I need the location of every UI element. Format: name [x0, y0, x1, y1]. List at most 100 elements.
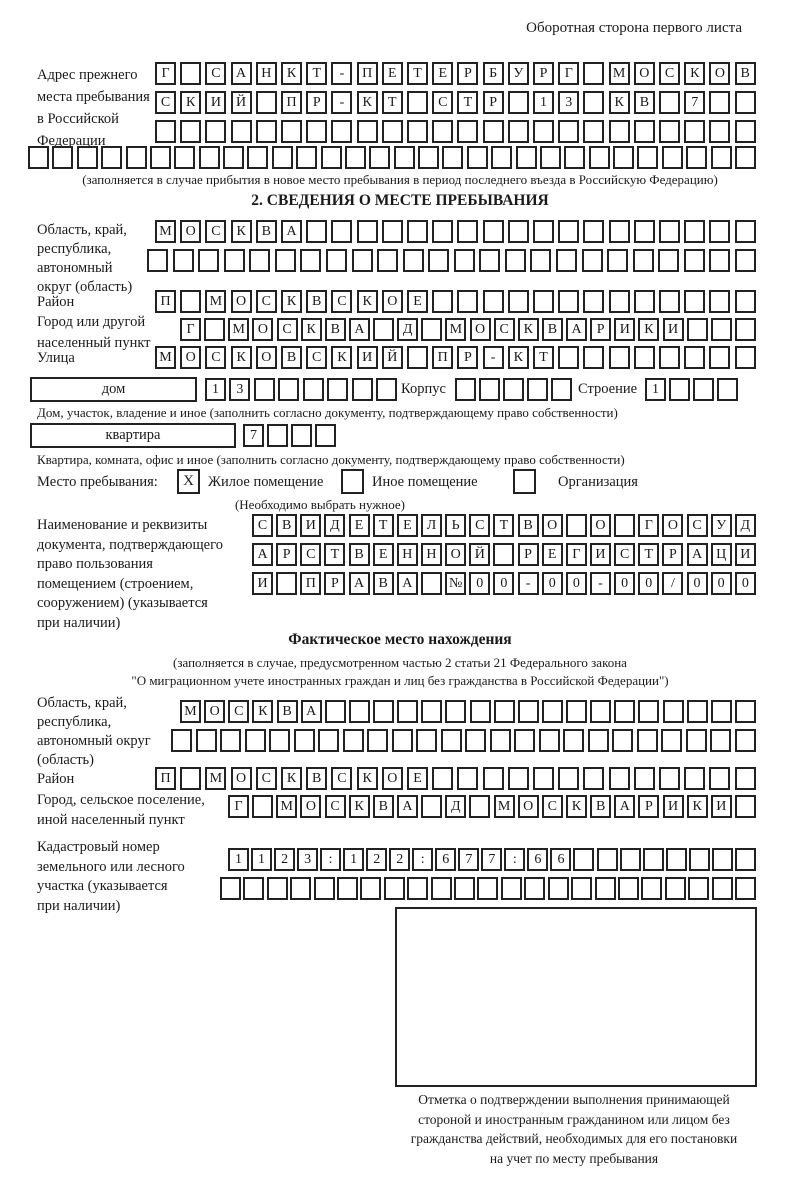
option-organizatsiya-label: Организация: [558, 474, 638, 490]
char-cell: [420, 572, 442, 595]
char-cell[interactable]: [669, 378, 690, 401]
document-row-3: И П Р А В А № 0 0-0 0-0 0/0 0 0: [252, 572, 756, 595]
prev-address-row-3: [155, 120, 756, 143]
char-cell: Г: [155, 62, 176, 85]
char-cell: [489, 729, 511, 752]
char-cell[interactable]: [267, 424, 288, 447]
char-cell: 0: [565, 572, 587, 595]
char-cell: [608, 220, 630, 243]
char-cell: А: [396, 572, 418, 595]
section2-title: 2. СВЕДЕНИЯ О МЕСТЕ ПРЕБЫВАНИЯ: [251, 192, 549, 209]
char-cell[interactable]: [327, 378, 349, 401]
char-cell: П: [432, 346, 454, 369]
char-cell: Д: [397, 318, 419, 341]
char-cell: [255, 91, 277, 114]
char-cell: [348, 700, 370, 723]
char-cell: [633, 767, 655, 790]
oblast-row-2: [147, 249, 756, 272]
char-cell: [457, 290, 479, 313]
char-cell: М: [205, 290, 227, 313]
char-cell: [337, 877, 359, 900]
char-cell: [271, 146, 293, 169]
char-cell: [252, 795, 274, 818]
char-cell: К: [356, 290, 378, 313]
char-cell[interactable]: [278, 378, 300, 401]
char-cell: -: [589, 572, 611, 595]
gorod-label: Город или другой населенный пункт: [37, 314, 151, 351]
char-cell: [381, 220, 403, 243]
char-cell: В: [306, 767, 328, 790]
char-cell: К: [507, 346, 529, 369]
char-cell: [538, 729, 560, 752]
char-cell: А: [348, 572, 370, 595]
char-cell: [453, 249, 475, 272]
char-cell: 3: [558, 91, 580, 114]
korpus-row[interactable]: [455, 378, 572, 401]
char-cell: Е: [407, 290, 429, 313]
char-cell: [342, 729, 364, 752]
char-cell: [318, 729, 340, 752]
char-cell: [709, 767, 731, 790]
kvartira-label-box: квартира: [30, 423, 236, 448]
char-cell: [432, 767, 454, 790]
char-cell: :: [504, 848, 526, 871]
char-cell[interactable]: [503, 378, 524, 401]
char-cell[interactable]: [717, 378, 738, 401]
char-cell: Ь: [445, 514, 467, 537]
char-cell: В: [372, 795, 394, 818]
kvartira-row[interactable]: 7: [243, 424, 336, 447]
char-cell[interactable]: [253, 378, 275, 401]
char-cell: К: [281, 767, 303, 790]
checkbox-inoe[interactable]: [341, 469, 364, 494]
char-cell[interactable]: [551, 378, 572, 401]
char-cell: И: [300, 514, 322, 537]
char-cell: [198, 146, 220, 169]
char-cell[interactable]: [455, 378, 476, 401]
char-cell: [155, 120, 176, 143]
char-cell: У: [710, 514, 732, 537]
char-cell: [300, 249, 322, 272]
char-cell[interactable]: [693, 378, 714, 401]
char-cell: И: [734, 543, 756, 566]
char-cell: [583, 91, 605, 114]
char-cell[interactable]: [479, 378, 500, 401]
char-cell[interactable]: [527, 378, 548, 401]
char-cell: В: [633, 91, 655, 114]
char-cell: [407, 120, 429, 143]
char-cell[interactable]: 1: [645, 378, 666, 401]
char-cell[interactable]: [315, 424, 336, 447]
stroenie-row[interactable]: 1: [645, 378, 738, 401]
char-cell: [469, 795, 491, 818]
char-cell[interactable]: 3: [229, 378, 251, 401]
char-cell: [709, 220, 731, 243]
kadastr-row-2: [220, 877, 756, 900]
char-cell: [442, 146, 464, 169]
char-cell[interactable]: 7: [243, 424, 264, 447]
char-cell: [172, 249, 194, 272]
char-cell: [684, 120, 706, 143]
char-cell: К: [281, 62, 303, 85]
checkbox-zhiloe[interactable]: X: [177, 469, 200, 494]
char-cell: С: [255, 767, 277, 790]
char-cell: [195, 729, 217, 752]
char-cell: О: [252, 318, 274, 341]
char-cell: [393, 146, 415, 169]
char-cell: О: [180, 220, 202, 243]
char-cell: [558, 290, 580, 313]
char-cell[interactable]: 1: [205, 378, 226, 401]
char-cell: С: [255, 290, 277, 313]
char-cell: С: [614, 543, 636, 566]
char-cell[interactable]: [375, 378, 397, 401]
char-cell: В: [276, 700, 298, 723]
char-cell: [641, 877, 663, 900]
char-cell[interactable]: [302, 378, 324, 401]
char-cell[interactable]: [351, 378, 373, 401]
char-cell[interactable]: [291, 424, 312, 447]
page-side-note: Оборотная сторона первого листа: [526, 20, 742, 36]
char-cell: [457, 767, 479, 790]
checkbox-organizatsiya[interactable]: [513, 469, 536, 494]
char-cell: [331, 220, 353, 243]
char-cell: Р: [482, 91, 504, 114]
